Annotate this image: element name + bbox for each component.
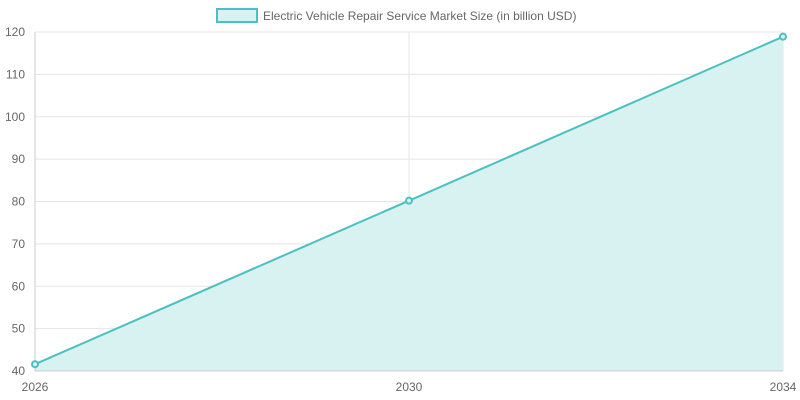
x-tick-label: 2034 [770, 380, 797, 394]
y-axis-ticks: 40 50 60 70 80 90 100 110 120 [5, 25, 25, 378]
data-point[interactable] [31, 360, 39, 369]
y-tick-label: 100 [5, 110, 25, 124]
y-tick-label: 80 [12, 195, 26, 209]
x-tick-label: 2026 [22, 380, 49, 394]
y-tick-label: 70 [12, 237, 26, 251]
axes [34, 32, 783, 372]
data-point[interactable] [405, 196, 413, 205]
y-tick-label: 90 [12, 152, 26, 166]
data-points [31, 32, 787, 369]
y-tick-label: 110 [6, 67, 25, 81]
legend[interactable]: Electric Vehicle Repair Service Market S… [216, 8, 576, 23]
data-point[interactable] [779, 32, 787, 41]
legend-swatch[interactable] [216, 8, 258, 23]
y-tick-label: 40 [12, 364, 26, 378]
x-axis-ticks: 2026 2030 2034 [22, 380, 797, 394]
y-tick-label: 60 [12, 279, 26, 293]
y-tick-label: 50 [12, 322, 26, 336]
y-tick-label: 120 [5, 25, 25, 39]
legend-label[interactable]: Electric Vehicle Repair Service Market S… [263, 9, 576, 23]
x-tick-label: 2030 [396, 380, 423, 394]
